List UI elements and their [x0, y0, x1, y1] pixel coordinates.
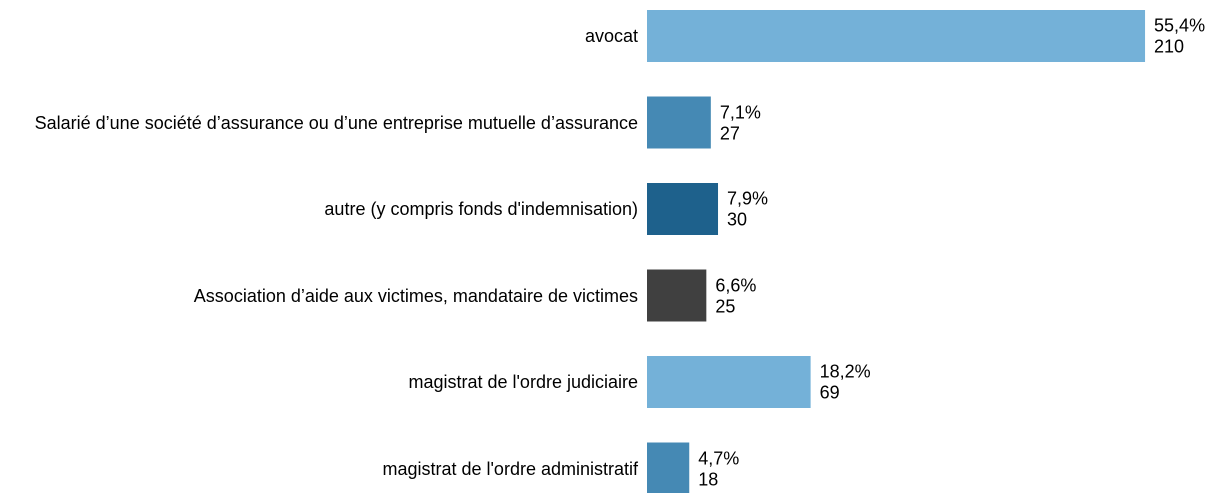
count-label: 18: [698, 469, 719, 489]
value-label: 7,1%: [719, 102, 761, 122]
count-label: 69: [819, 382, 840, 403]
bar: [647, 269, 707, 322]
bar: [647, 96, 711, 149]
count-label: 210: [1154, 36, 1185, 57]
category-label: Association d’aide aux victimes, mandata…: [193, 285, 638, 306]
bar: [647, 183, 719, 235]
count-label: 25: [715, 296, 736, 316]
category-label: magistrat de l'ordre administratif: [382, 458, 638, 479]
category-label: magistrat de l'ordre judiciaire: [408, 372, 638, 392]
bar: [647, 10, 1146, 62]
category-label: autre (y compris fonds d'indemnisation): [324, 199, 638, 219]
value-label: 55,4%: [1154, 15, 1206, 36]
category-label: Salarié d’une société d’assurance ou d’u…: [34, 112, 638, 133]
value-label: 7,9%: [727, 188, 769, 209]
count-label: 27: [719, 123, 740, 143]
value-label: 4,7%: [698, 448, 740, 468]
value-label: 18,2%: [819, 361, 871, 382]
count-label: 30: [727, 209, 748, 230]
value-label: 6,6%: [715, 275, 757, 295]
bar: [647, 356, 811, 408]
bar: [647, 442, 690, 493]
category-label: avocat: [584, 26, 638, 46]
